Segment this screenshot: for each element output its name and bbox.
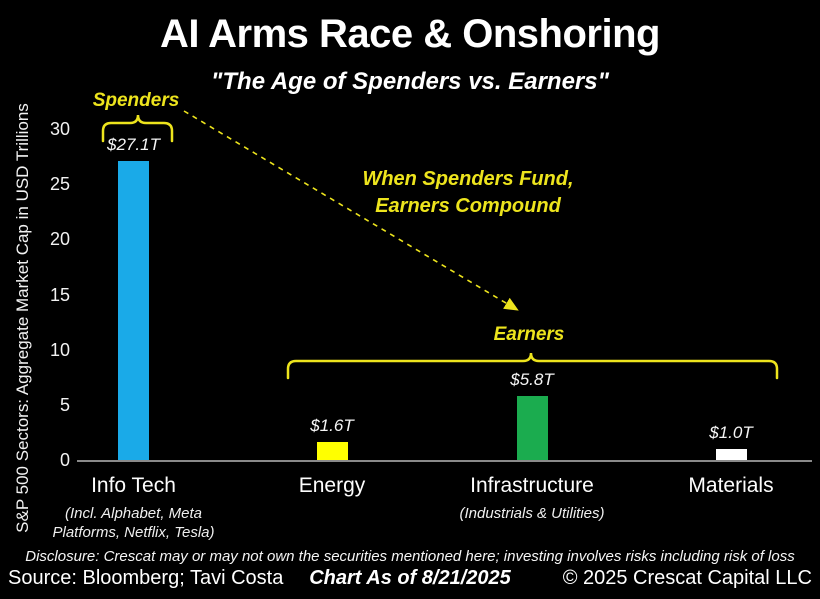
callout-line-2: Earners Compound: [375, 195, 561, 217]
callout-annotation: When Spenders Fund, Earners Compound: [362, 166, 573, 220]
spenders-annotation: Spenders: [92, 90, 180, 111]
y-axis-tick-labels: 0 5 10 15 20 25 30: [0, 0, 70, 599]
bar-info-tech: [118, 160, 149, 460]
footer: Source: Bloomberg; Tavi Costa Chart As o…: [0, 567, 820, 593]
bar-infrastructure: [516, 396, 548, 460]
bar-value-label: $5.8T: [510, 370, 554, 389]
bar-materials: [715, 448, 747, 460]
callout-line-1: When Spenders Fund,: [362, 168, 574, 190]
y-tick-label: 30: [49, 119, 70, 139]
y-tick-label: 15: [49, 284, 70, 305]
bar-value-label: $27.1T: [107, 134, 160, 154]
category-label-info-tech: Info Tech: [91, 474, 176, 497]
disclosure-text: Disclosure: Crescat may or may not own t…: [25, 548, 795, 565]
category-label-infrastructure: Infrastructure: [470, 474, 594, 497]
bar-energy: [316, 442, 348, 460]
y-tick-label: 0: [59, 450, 70, 470]
earners-annotation: Earners: [493, 324, 565, 345]
category-sublabel-infrastructure: (Industrials & Utilities): [459, 505, 605, 522]
category-label-energy: Energy: [298, 474, 366, 497]
category-sublabel-info-tech: (Incl. Alphabet, Meta Platforms, Netflix…: [52, 505, 215, 541]
page-title: AI Arms Race & Onshoring: [160, 12, 660, 56]
y-tick-label: 25: [49, 174, 70, 195]
y-tick-label: 20: [49, 229, 70, 250]
y-tick-label: 10: [49, 339, 70, 360]
category-label-materials: Materials: [688, 474, 774, 497]
copyright-text: © 2025 Crescat Capital LLC: [562, 567, 812, 589]
bar-value-label: $1.6T: [310, 416, 354, 436]
x-axis-baseline: [77, 460, 812, 462]
chart-subtitle: "The Age of Spenders vs. Earners": [211, 68, 609, 95]
as-of-date: Chart As of 8/21/2025: [309, 567, 511, 589]
bar-value-label: $1.0T: [709, 422, 753, 442]
y-tick-label: 5: [59, 394, 70, 415]
source-text: Source: Bloomberg; Tavi Costa: [8, 567, 284, 589]
